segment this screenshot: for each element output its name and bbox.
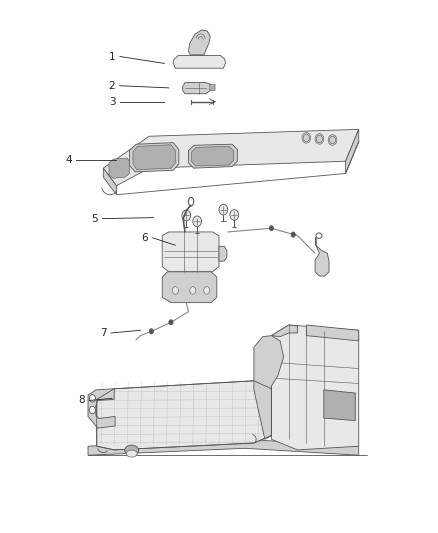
Circle shape — [204, 287, 210, 294]
Circle shape — [182, 210, 191, 221]
Polygon shape — [103, 168, 117, 195]
Text: 1: 1 — [109, 52, 115, 61]
Text: 2: 2 — [109, 81, 115, 91]
Polygon shape — [173, 55, 226, 68]
Polygon shape — [130, 143, 179, 172]
Circle shape — [291, 232, 295, 237]
Circle shape — [328, 135, 337, 146]
Circle shape — [89, 406, 95, 414]
Text: 8: 8 — [78, 395, 85, 406]
Polygon shape — [219, 246, 227, 261]
Polygon shape — [133, 145, 175, 169]
Polygon shape — [272, 325, 359, 450]
Text: 7: 7 — [100, 328, 106, 338]
Circle shape — [230, 209, 239, 220]
Ellipse shape — [125, 445, 139, 456]
Circle shape — [89, 394, 95, 402]
Circle shape — [193, 216, 201, 227]
Polygon shape — [315, 237, 329, 276]
FancyBboxPatch shape — [210, 84, 215, 91]
Polygon shape — [183, 83, 210, 94]
Polygon shape — [162, 272, 217, 303]
Polygon shape — [254, 336, 284, 439]
Polygon shape — [188, 144, 237, 168]
Polygon shape — [346, 130, 359, 173]
Text: 3: 3 — [109, 96, 115, 107]
Polygon shape — [88, 389, 115, 428]
Polygon shape — [191, 147, 234, 166]
Circle shape — [169, 320, 173, 325]
Text: 4: 4 — [65, 155, 72, 165]
Polygon shape — [97, 381, 272, 450]
Polygon shape — [103, 130, 359, 185]
Polygon shape — [272, 325, 297, 337]
Polygon shape — [162, 232, 219, 272]
Text: 6: 6 — [141, 233, 148, 243]
Circle shape — [315, 134, 324, 144]
Circle shape — [302, 133, 311, 143]
Polygon shape — [306, 325, 359, 341]
Circle shape — [269, 225, 274, 231]
Circle shape — [149, 329, 153, 334]
Text: 5: 5 — [91, 214, 98, 224]
Polygon shape — [88, 439, 359, 455]
Ellipse shape — [126, 450, 137, 457]
Circle shape — [190, 287, 196, 294]
Polygon shape — [188, 30, 210, 55]
Circle shape — [219, 204, 228, 215]
Polygon shape — [324, 390, 355, 421]
Circle shape — [172, 287, 178, 294]
Polygon shape — [109, 158, 130, 178]
